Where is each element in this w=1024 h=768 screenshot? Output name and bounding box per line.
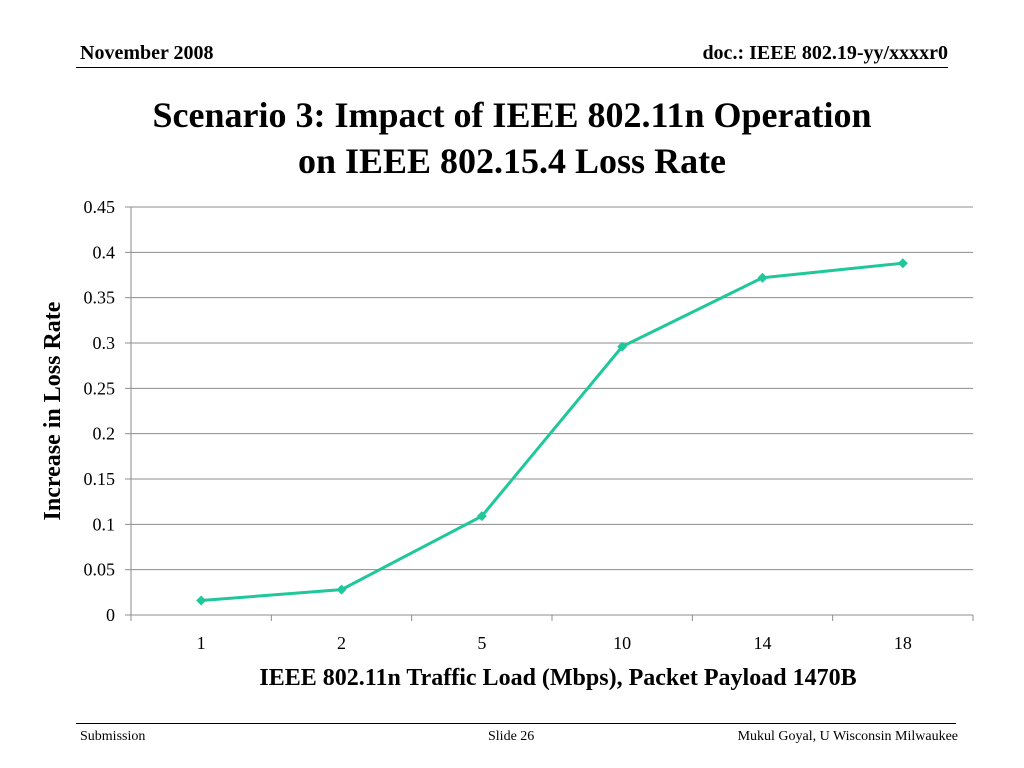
x-tick-label: 1 (197, 633, 206, 653)
header-divider (76, 67, 948, 68)
y-axis-title: Increase in Loss Rate (40, 301, 66, 520)
slide-title-line-1: Scenario 3: Impact of IEEE 802.11n Opera… (152, 95, 872, 135)
y-tick-label: 0.2 (93, 424, 116, 444)
y-tick-label: 0.45 (84, 197, 116, 217)
x-tick-label: 18 (894, 633, 912, 653)
slide-title-line-2: on IEEE 802.15.4 Loss Rate (297, 141, 727, 181)
y-tick-label: 0.1 (93, 514, 116, 534)
y-tick-label: 0.15 (84, 469, 116, 489)
slide-title: Scenario 3: Impact of IEEE 802.11n Opera… (40, 92, 984, 184)
x-axis-title: IEEE 802.11n Traffic Load (Mbps), Packet… (259, 665, 856, 691)
y-tick-label: 0.35 (84, 288, 116, 308)
footer-slide-number: Slide 26 (488, 729, 535, 744)
data-point-marker (897, 258, 908, 269)
x-tick-label: 2 (337, 633, 346, 653)
y-tick-label: 0 (106, 605, 115, 625)
data-point-marker (336, 584, 347, 595)
x-tick-label: 10 (613, 633, 631, 653)
footer-submission: Submission (80, 729, 146, 744)
footer-divider (76, 723, 956, 724)
x-tick-label: 14 (754, 633, 772, 653)
header-date: November 2008 (80, 42, 214, 64)
data-point-marker (757, 272, 768, 283)
data-point-marker (196, 595, 207, 606)
y-tick-label: 0.3 (93, 333, 116, 353)
header-doc-id: doc.: IEEE 802.19-yy/xxxxr0 (702, 42, 948, 64)
x-tick-label: 5 (477, 633, 486, 653)
data-point-marker (617, 341, 628, 352)
footer-author: Mukul Goyal, U Wisconsin Milwaukee (737, 729, 958, 744)
y-tick-label: 0.25 (84, 378, 116, 398)
y-tick-label: 0.05 (84, 560, 116, 580)
series-line (201, 261, 903, 602)
data-point-marker (476, 511, 487, 522)
y-tick-label: 0.4 (93, 242, 116, 262)
